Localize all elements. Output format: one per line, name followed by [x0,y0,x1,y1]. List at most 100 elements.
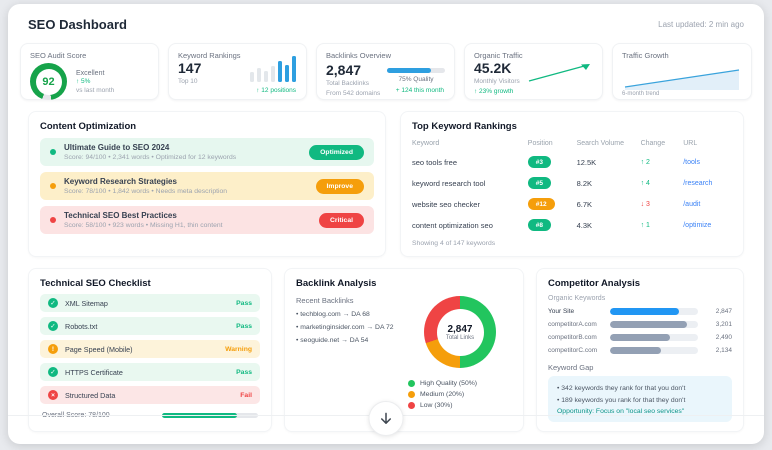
rankings-bar-chart [250,56,296,82]
competitor-name: competitorC.com [548,347,598,354]
content-item-name: Technical SEO Best Practices [64,211,177,220]
column-position: Position [527,140,553,147]
status-badge: Pass [236,299,252,307]
volume-cell: 8.2K [576,178,592,188]
keyword-table-header: Keyword Position Search Volume Change UR… [412,140,732,147]
donut-total-value: 2,847 [447,323,473,335]
checklist-label: XML Sitemap [65,298,108,308]
column-change: Change [640,140,666,147]
titlebar: SEO Dashboard Last updated: 2 min ago [8,4,764,41]
competitor-value: 2,134 [715,347,732,354]
optimized-badge-button[interactable]: Optimized [309,144,364,160]
table-row: keyword research tool #5 8.2K ↑ 4 /resea… [412,177,732,189]
recent-backlinks-heading: Recent Backlinks [296,296,354,305]
legend-dot-red [408,402,415,409]
backlinks-subtitle: Total Backlinks [326,79,369,87]
panel-title: Competitor Analysis [548,278,641,289]
url-link[interactable]: /tools [683,158,700,166]
backlinks-domains: From 542 domains [326,89,381,97]
stat-title: Keyword Rankings [178,51,241,60]
competitor-value: 2,490 [715,334,732,341]
gap-point: • 189 keywords you rank for that they do… [557,396,686,404]
legend-dot-orange [408,391,415,398]
competitor-bar-row: competitorC.com 2,134 [548,347,732,354]
rankings-delta: ↑ 12 positions [256,87,296,94]
backlinks-value: 2,847 [326,62,362,78]
scroll-down-button[interactable] [368,401,404,436]
legend-dot-green [408,380,415,387]
legend-label: Low (30%) [420,402,453,409]
position-badge: #5 [527,177,552,189]
competitor-bar [610,334,698,341]
url-link[interactable]: /research [683,179,713,187]
content-item-meta: Score: 78/100 • 1,842 words • Needs meta… [64,188,228,195]
content-item: Keyword Research Strategies Score: 78/10… [40,172,374,200]
backlink-quality-donut-chart: 2,847 Total Links [424,296,496,368]
table-row: seo tools free #3 12.5K ↑ 2 /tools [412,156,732,168]
top-keyword-rankings-panel: Top Keyword Rankings Keyword Position Se… [400,111,744,257]
keyword-cell: keyword research tool [412,178,486,188]
stat-title: SEO Audit Score [30,51,87,60]
panel-title: Technical SEO Checklist [40,278,151,289]
competitor-bar [610,308,698,315]
competitor-bar-row: competitorA.com 3,201 [548,321,732,328]
backlink-entry: • seoguide.net → DA 54 [296,337,369,344]
keyword-cell: content optimization seo [412,220,493,230]
content-optimization-panel: Content Optimization Ultimate Guide to S… [28,111,386,257]
audit-score-gauge: 92 [30,63,67,100]
status-badge: Pass [236,368,252,376]
improve-badge-button[interactable]: Improve [315,178,364,194]
opportunity-link[interactable]: Opportunity: Focus on "local seo service… [557,408,685,416]
url-link[interactable]: /audit [683,200,701,208]
fail-icon: × [48,390,58,400]
legend-label: Medium (20%) [420,391,465,398]
keyword-gap-box: • 342 keywords they rank for that you do… [548,376,732,423]
volume-cell: 6.7K [576,199,592,209]
organic-subtitle: Monthly Visitors [474,77,520,85]
warning-icon: ! [48,344,58,354]
change-cell: ↑ 1 [640,221,650,229]
stats-row: SEO Audit Score 92 Excellent ↑ 5% vs las… [8,41,764,100]
content-item: Technical SEO Best Practices Score: 58/1… [40,206,374,234]
donut-total-label: Total Links [445,334,475,341]
competitor-bar [610,347,698,354]
competitor-analysis-panel: Competitor Analysis Organic Keywords You… [536,268,744,433]
competitor-value: 2,847 [715,308,732,315]
table-footer-count: Showing 4 of 147 keywords [412,240,496,247]
arrow-down-icon [381,412,391,424]
status-badge: Fail [240,391,252,399]
column-url: URL [683,140,698,147]
check-icon: ✓ [48,298,58,308]
keyword-gap-heading: Keyword Gap [548,363,594,372]
status-dot-icon [50,183,56,189]
audit-period: vs last month [76,86,115,94]
content-item-meta: Score: 58/100 • 923 words • Missing H1, … [64,222,223,229]
volume-cell: 12.5K [576,157,597,167]
stat-title: Backlinks Overview [326,51,392,60]
change-cell: ↓ 3 [640,200,650,208]
donut-legend: High Quality (50%) Medium (20%) Low (30%… [408,376,477,409]
stat-title: Traffic Growth [622,51,669,60]
critical-badge-button[interactable]: Critical [318,212,364,228]
checklist-label: HTTPS Certificate [65,367,123,377]
check-icon: ✓ [48,321,58,331]
content-item-name: Ultimate Guide to SEO 2024 [64,143,170,152]
organic-delta: ↑ 23% growth [474,87,514,95]
audit-score-value: 92 [42,75,55,88]
checklist-label: Robots.txt [65,321,98,331]
backlink-entry: • marketinginsider.com → DA 72 [296,324,394,331]
competitor-bar-row: competitorB.com 2,490 [548,334,732,341]
url-link[interactable]: /optimize [683,221,712,229]
checklist-label: Structured Data [65,390,116,400]
checklist-item: ✓ HTTPS Certificate Pass [40,363,260,381]
status-dot-icon [50,217,56,223]
organic-keywords-heading: Organic Keywords [548,295,606,302]
volume-cell: 4.3K [576,220,592,230]
bottom-row: Technical SEO Checklist ✓ XML Sitemap Pa… [8,257,764,433]
change-cell: ↑ 4 [640,179,650,187]
table-row: website seo checker #12 6.7K ↓ 3 /audit [412,198,732,210]
competitor-bar-row: Your Site 2,847 [548,308,732,315]
checklist-item: ✓ XML Sitemap Pass [40,294,260,312]
rankings-subtitle: Top 10 [178,77,198,85]
dashboard-window: SEO Dashboard Last updated: 2 min ago SE… [8,4,764,444]
